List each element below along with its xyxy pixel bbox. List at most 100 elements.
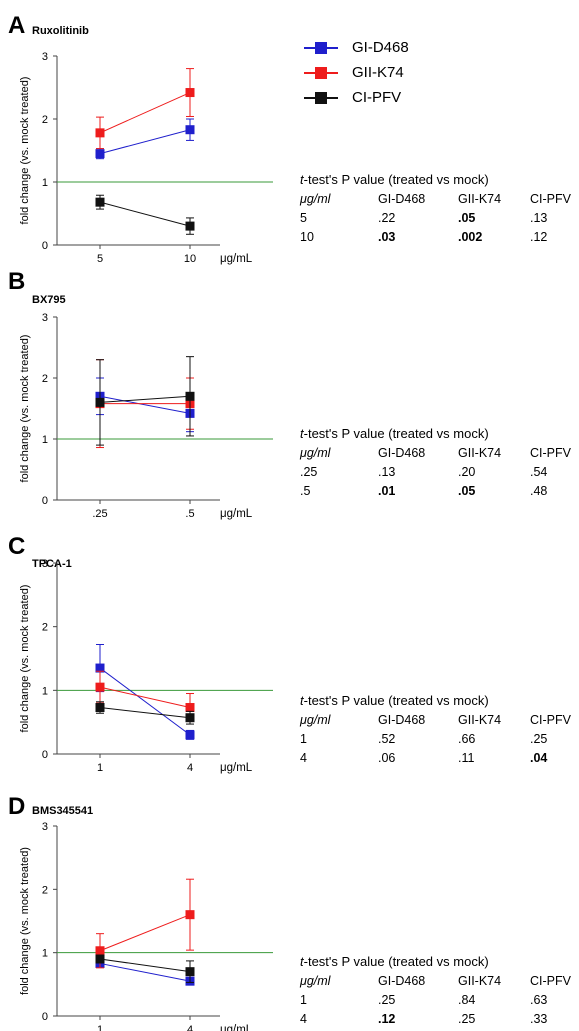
data-point	[95, 954, 105, 964]
data-point	[95, 128, 105, 138]
y-tick-label: 2	[42, 622, 48, 634]
legend-item-gi-d468: GI-D468	[300, 38, 500, 58]
panel-b-title: BX795	[32, 294, 66, 306]
pvalue-row: 1 .52 .66 .25	[300, 732, 578, 750]
pvalue-table-title: t-test's P value (treated vs mock)	[300, 693, 489, 708]
dose-cell: 5	[300, 211, 307, 225]
pvalue-cell: .13	[530, 211, 548, 225]
pvalue-cell: .20	[458, 465, 476, 479]
dose-cell: 10	[300, 230, 314, 244]
y-tick-label: 3	[42, 51, 48, 63]
series-line	[99, 201, 191, 227]
pvalue-cell: .05	[458, 211, 476, 225]
x-tick-label: 4	[187, 762, 193, 774]
legend: GI-D468 GII-K74 CI-PFV	[300, 38, 500, 118]
panel-a-chart: 0 1 2 3 5 10 μg/mL fold change (vs. mock treate…	[19, 51, 273, 265]
panel-b-pvalue-table: t-test's P value (treated vs mock) μg/ml G…	[300, 426, 578, 498]
panel-letter-a: A	[8, 12, 26, 39]
x-axis-unit-label: μg/mL	[220, 253, 253, 265]
pvalue-title-rest: -test's P value (treated vs mock)	[303, 954, 489, 969]
y-axis-title: fold change (vs. mock treated)	[19, 847, 31, 995]
panel-letter-c: C	[8, 533, 26, 560]
column-header: GI-D468	[378, 974, 426, 988]
pvalue-header-row: μg/ml GI-D468 GII-K74 CI-PFV	[300, 974, 578, 992]
x-tick-label: 4	[187, 1024, 193, 1031]
y-tick-label: 2	[42, 373, 48, 385]
y-tick-label: 1	[42, 948, 48, 960]
dose-column-header: μg/ml	[300, 192, 331, 206]
data-point	[185, 88, 195, 98]
legend-marker	[315, 67, 327, 79]
column-header: GII-K74	[458, 446, 502, 460]
y-tick-label: 2	[42, 114, 48, 126]
pvalue-title-rest: -test's P value (treated vs mock)	[303, 693, 489, 708]
panel-d-chart: 0 1 2 3 1 4 μg/mL fold change (vs. mock treated…	[19, 821, 273, 1031]
pvalue-cell: .25	[458, 1012, 476, 1026]
column-header: GII-K74	[458, 974, 502, 988]
y-axis-title: fold change (vs. mock treated)	[19, 77, 31, 225]
dose-column-header: μg/ml	[300, 446, 331, 460]
data-point	[185, 221, 195, 231]
series-line	[99, 395, 191, 414]
series-line	[99, 92, 191, 134]
legend-marker	[315, 42, 327, 54]
column-header: CI-PFV	[530, 974, 571, 988]
pvalue-title-italic: t	[300, 172, 304, 187]
pvalue-row: 4 .12 .25 .33	[300, 1012, 578, 1030]
pvalue-title-italic: t	[300, 693, 304, 708]
y-tick-label: 1	[42, 434, 48, 446]
pvalue-table-title: t-test's P value (treated vs mock)	[300, 426, 489, 441]
legend-label: GI-D468	[352, 39, 409, 56]
x-tick-label: .5	[185, 508, 194, 520]
pvalue-row: 10 .03 .002 .12	[300, 230, 578, 248]
data-point	[185, 391, 195, 401]
series-line	[99, 958, 191, 973]
pvalue-header-row: μg/ml GI-D468 GII-K74 CI-PFV	[300, 713, 578, 731]
panel-b-chart: 0 1 2 3 .25 .5 μg/mL fold change (vs. mock trea…	[19, 312, 273, 520]
data-point	[185, 703, 195, 713]
series-line	[99, 707, 191, 719]
pvalue-cell: .48	[530, 484, 548, 498]
legend-label: CI-PFV	[352, 89, 402, 106]
series-line	[99, 667, 191, 736]
pvalue-cell: .13	[378, 465, 396, 479]
data-point	[95, 663, 105, 673]
data-point	[95, 149, 105, 159]
pvalue-cell: .03	[378, 230, 396, 244]
pvalue-row: 5 .22 .05 .13	[300, 211, 578, 229]
pvalue-cell: .01	[378, 484, 396, 498]
data-point	[95, 703, 105, 713]
data-point	[185, 910, 195, 920]
legend-label: GII-K74	[352, 64, 404, 81]
pvalue-cell: .66	[458, 732, 476, 746]
pvalue-header-row: μg/ml GI-D468 GII-K74 CI-PFV	[300, 446, 578, 464]
panel-a-title: Ruxolitinib	[32, 25, 89, 37]
x-axis-unit-label: μg/mL	[220, 762, 253, 774]
column-header: GI-D468	[378, 192, 426, 206]
data-point	[95, 682, 105, 692]
y-tick-label: 3	[42, 821, 48, 833]
dose-cell: .5	[300, 484, 311, 498]
x-axis-unit-label: μg/mL	[220, 508, 253, 520]
y-tick-label: 0	[42, 749, 48, 761]
panel-letter-d: D	[8, 793, 26, 820]
pvalue-cell: .12	[530, 230, 548, 244]
pvalue-cell: .52	[378, 732, 396, 746]
column-header: GI-D468	[378, 446, 426, 460]
dose-column-header: μg/ml	[300, 974, 331, 988]
y-tick-label: 1	[42, 685, 48, 697]
y-axis-title: fold change (vs. mock treated)	[19, 335, 31, 483]
y-tick-label: 2	[42, 884, 48, 896]
pvalue-cell: .22	[378, 211, 396, 225]
legend-marker	[315, 92, 327, 104]
dose-cell: 4	[300, 1012, 307, 1026]
x-axis-unit-label: μg/mL	[220, 1024, 253, 1031]
pvalue-header-row: μg/ml GI-D468 GII-K74 CI-PFV	[300, 192, 578, 210]
pvalue-title-italic: t	[300, 954, 304, 969]
y-tick-label: 3	[42, 312, 48, 324]
panel-d-title: BMS345541	[32, 805, 94, 817]
legend-item-gii-k74: GII-K74	[300, 63, 500, 83]
pvalue-row: .5 .01 .05 .48	[300, 484, 578, 502]
column-header: GII-K74	[458, 192, 502, 206]
data-point	[185, 125, 195, 135]
